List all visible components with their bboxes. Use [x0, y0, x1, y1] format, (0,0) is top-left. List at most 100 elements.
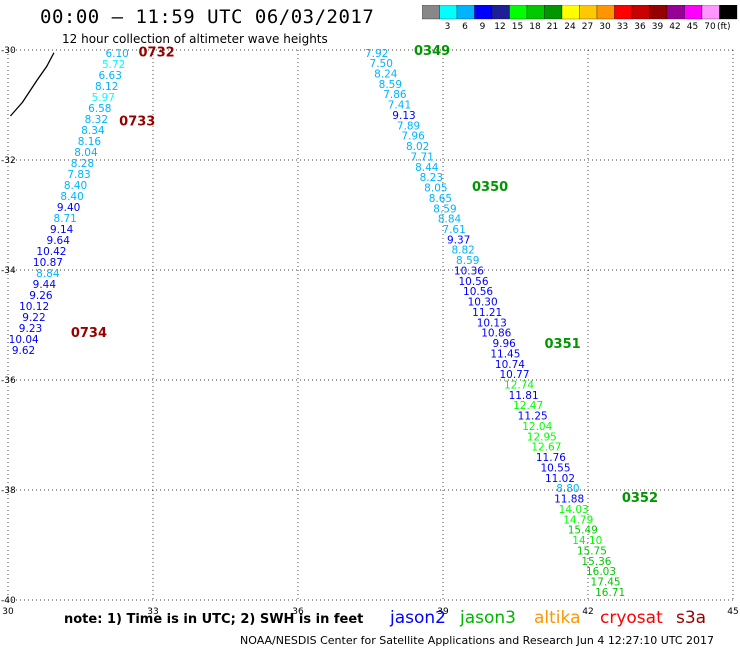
wave-height-value: 8.59 [379, 79, 402, 91]
colorbar-label: 42 [669, 22, 681, 32]
colorbar-swatch [474, 5, 493, 20]
wave-height-value: 10.86 [481, 328, 511, 340]
wave-height-value: 7.86 [383, 89, 407, 101]
y-tick-label: -32 [1, 156, 16, 166]
wave-height-value: 9.64 [47, 235, 71, 247]
wave-height-value: 10.12 [19, 301, 49, 313]
wave-height-value: 11.21 [472, 307, 502, 319]
wave-height-value: 11.81 [509, 390, 539, 402]
wave-height-value: 7.50 [370, 58, 393, 70]
wave-height-value: 10.87 [33, 257, 63, 269]
colorbar-swatch [684, 5, 703, 20]
wave-height-value: 14.03 [559, 504, 589, 516]
colorbar-label: 36 [634, 22, 646, 32]
colorbar-swatch [596, 5, 615, 20]
wave-height-value: 9.96 [492, 338, 516, 350]
wave-height-value: 17.45 [591, 576, 621, 588]
colorbar-swatch [439, 5, 458, 20]
wave-height-value: 10.36 [454, 265, 484, 277]
wave-height-value: 12.95 [527, 431, 557, 443]
track-time-label: 0352 [622, 491, 658, 506]
satellite-legend-item: jason2 [390, 608, 446, 628]
colorbar-swatch [456, 5, 475, 20]
map-subtitle: 12 hour collection of altimeter wave hei… [62, 32, 328, 46]
colorbar-swatch [701, 5, 720, 20]
wave-height-value: 7.71 [411, 151, 434, 163]
x-tick-label: 42 [582, 607, 593, 617]
wave-height-value: 12.04 [522, 421, 552, 433]
wave-height-value: 6.58 [88, 103, 111, 115]
x-tick-label: 36 [292, 607, 304, 617]
colorbar-swatch [544, 5, 563, 20]
wave-height-value: 7.96 [401, 131, 425, 143]
colorbar-label: 39 [651, 22, 664, 32]
wave-height-value: 9.26 [29, 290, 53, 302]
wave-height-value: 9.37 [447, 234, 470, 246]
axis-tick-labels: 30 33 36 39 42 45 -30 -32 -34 -36 -38 -40 [1, 46, 739, 617]
wave-height-value: 8.16 [78, 136, 102, 148]
colorbar [422, 5, 738, 20]
wave-height-value: 9.40 [57, 202, 80, 214]
wave-height-value: 9.14 [50, 224, 74, 236]
lat-lon-grid [7, 49, 734, 601]
wave-height-value: 14.10 [572, 535, 602, 547]
wave-height-value: 8.71 [53, 213, 76, 225]
wave-height-value: 9.13 [392, 110, 415, 122]
wave-height-value: 10.56 [463, 286, 493, 298]
x-tick-label: 39 [437, 607, 449, 617]
wave-height-value: 9.23 [19, 323, 42, 335]
y-tick-label: -38 [1, 486, 16, 496]
wave-height-value: 12.67 [531, 442, 561, 454]
wave-height-value: 11.88 [554, 494, 584, 506]
colorbar-label: 27 [581, 22, 594, 32]
colorbar-swatch [561, 5, 580, 20]
colorbar-swatch [649, 5, 668, 20]
wave-height-value: 8.34 [81, 125, 105, 137]
wave-height-value: 7.89 [397, 120, 420, 132]
wave-height-value: 6.63 [99, 70, 122, 82]
footer-note: note: 1) Time is in UTC; 2) SWH is in fe… [64, 612, 364, 627]
wave-height-value: 8.12 [95, 81, 118, 93]
wave-height-value: 12.74 [504, 380, 534, 392]
colorbar-swatch [509, 5, 528, 20]
colorbar-swatch [491, 5, 510, 20]
wave-height-value: 8.02 [406, 141, 429, 153]
wave-height-value: 8.44 [415, 162, 439, 174]
wave-height-value: 8.40 [60, 191, 83, 203]
wave-height-value: 8.82 [451, 245, 474, 257]
colorbar-label: 30 [599, 22, 611, 32]
wave-height-value: 11.02 [545, 473, 575, 485]
wave-height-value: 11.76 [536, 452, 566, 464]
wave-height-value: 8.32 [85, 114, 108, 126]
colorbar-label: 12 [494, 22, 506, 32]
satellite-legend-item: altika [534, 608, 581, 628]
wave-height-value: 10.56 [458, 276, 488, 288]
y-tick-label: -34 [1, 266, 16, 276]
colorbar-label: 18 [529, 22, 541, 32]
track-time-labels: 0732 0733 0734 0349 0350 0351 0352 [71, 44, 658, 506]
wave-height-value: 8.24 [374, 68, 398, 80]
wave-height-value: 8.59 [456, 255, 479, 267]
wave-height-value: 15.49 [568, 525, 598, 537]
colorbar-swatch [719, 5, 738, 20]
colorbar-label: 3 [444, 22, 451, 32]
wave-height-value: 7.41 [388, 100, 411, 112]
wave-height-value: 8.05 [424, 183, 447, 195]
colorbar-swatch [631, 5, 650, 20]
map-title: 00:00 – 11:59 UTC 06/03/2017 [40, 6, 375, 28]
y-tick-label: -40 [1, 596, 16, 606]
wave-height-value: 8.04 [74, 147, 98, 159]
satellite-legend-item: jason3 [460, 608, 516, 628]
wave-height-value: 5.97 [92, 92, 115, 104]
wave-height-value: 10.13 [477, 317, 507, 329]
x-tick-label: 30 [2, 607, 14, 617]
coast-line [9, 52, 55, 117]
wave-height-value: 10.77 [499, 369, 529, 381]
wave-height-value: 10.42 [36, 246, 66, 258]
y-tick-label: -30 [1, 46, 16, 56]
colorbar-swatch [614, 5, 633, 20]
track-time-label: 0732 [139, 46, 175, 61]
wave-height-value: 8.80 [556, 483, 579, 495]
wave-height-value: 8.84 [36, 268, 60, 280]
